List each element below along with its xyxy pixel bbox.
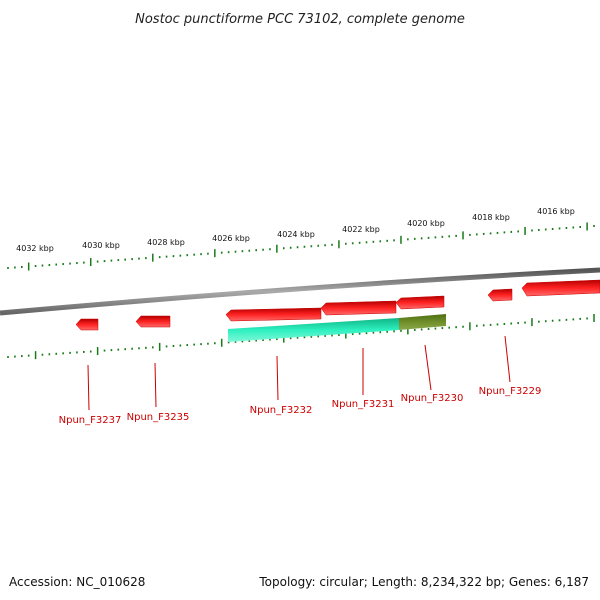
position-labels: 4032 kbp 4030 kbp 4028 kbp 4026 kbp 4024 kbp… — [16, 207, 575, 253]
position-label: 4032 kbp — [16, 244, 54, 253]
scale-outer-ticks — [7, 222, 595, 271]
gene-arrow — [395, 295, 445, 310]
genome-backbone — [0, 267, 600, 316]
position-label: 4024 kbp — [277, 230, 315, 239]
blast-hit-partial-bar — [399, 314, 446, 330]
position-label: 4022 kbp — [342, 225, 380, 234]
gene-leader-line — [424, 344, 432, 391]
genome-summary-text: Topology: circular; Length: 8,234,322 bp… — [258, 575, 589, 589]
gene-leader-line — [154, 362, 157, 408]
gene-leader-line — [87, 364, 90, 411]
gene-arrow — [225, 307, 322, 322]
gene-track — [75, 279, 600, 331]
gene-arrow — [521, 279, 600, 297]
gene-arrow — [320, 300, 397, 316]
page-title: Nostoc punctiforme PCC 73102, complete g… — [135, 12, 465, 27]
gene-leader-line — [504, 335, 511, 383]
gene-labels: Npun_F3237 Npun_F3235 Npun_F3232 Npun_F3231… — [59, 386, 542, 426]
gene-arrow — [135, 315, 171, 328]
accession-text: Accession: NC_010628 — [9, 575, 145, 589]
blast-hit-track — [228, 314, 446, 342]
gene-label: Npun_F3231 — [332, 399, 395, 410]
gene-label: Npun_F3237 — [59, 415, 122, 426]
position-label: 4016 kbp — [537, 207, 575, 216]
position-label: 4020 kbp — [407, 219, 445, 228]
position-label: 4018 kbp — [472, 213, 510, 222]
position-label: 4028 kbp — [147, 238, 185, 247]
gene-leader-line — [276, 355, 279, 401]
blast-hit-bar — [228, 318, 399, 342]
gene-arrow — [75, 318, 99, 331]
position-label: 4030 kbp — [82, 241, 120, 250]
gene-leader-lines — [87, 335, 511, 411]
gene-label: Npun_F3232 — [250, 405, 313, 416]
gene-label: Npun_F3230 — [401, 393, 464, 404]
position-label: 4026 kbp — [212, 234, 250, 243]
gene-label: Npun_F3229 — [479, 386, 542, 397]
gene-label: Npun_F3235 — [127, 412, 190, 423]
gene-arrow — [487, 288, 513, 302]
